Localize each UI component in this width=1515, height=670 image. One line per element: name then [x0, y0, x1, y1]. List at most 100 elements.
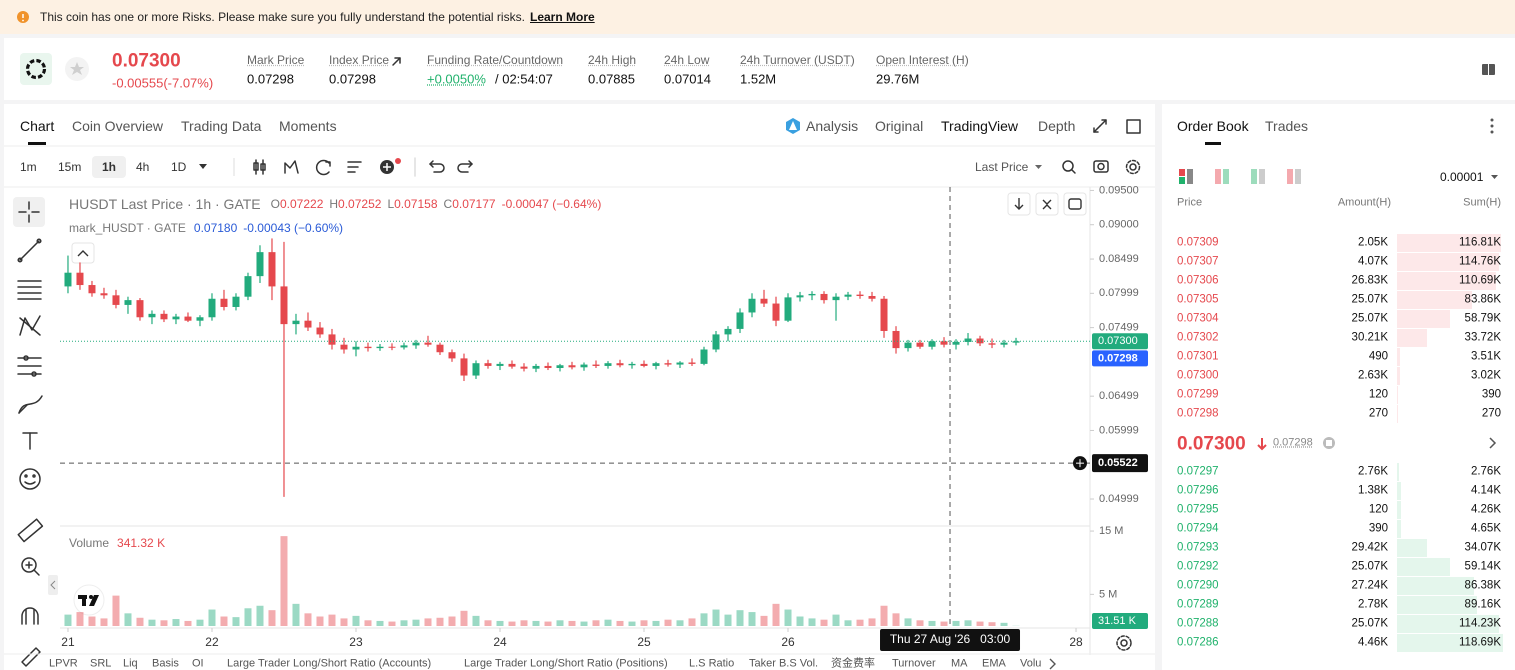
book-price[interactable]: 0.07299 — [1177, 388, 1219, 401]
y-tick-label: 0.07499 — [1099, 322, 1139, 334]
book-expand[interactable] — [1489, 437, 1497, 449]
stat-label[interactable]: 24h Turnover (USDT) — [740, 53, 855, 67]
candle-body — [688, 362, 696, 364]
book-price[interactable]: 0.07302 — [1177, 331, 1219, 344]
learn-more-link[interactable]: Learn More — [530, 10, 595, 24]
indicator-tab[interactable]: OI — [192, 657, 204, 670]
volume-bar — [640, 620, 648, 626]
interval[interactable]: 4h — [136, 160, 150, 174]
stat-label[interactable]: Open Interest (H) — [876, 53, 969, 67]
collapse-toolbar[interactable] — [48, 575, 58, 595]
book-price[interactable]: 0.07307 — [1177, 255, 1219, 268]
candle-body — [148, 313, 156, 318]
indicator-tab[interactable]: EMA — [982, 657, 1006, 670]
book-price[interactable]: 0.07309 — [1177, 236, 1219, 249]
stat-label[interactable]: Funding Rate/Countdown — [427, 53, 564, 67]
indicator-tab[interactable]: Volu — [1020, 657, 1042, 670]
mark-info-icon[interactable] — [1323, 437, 1335, 449]
book-sum: 114.76K — [1459, 255, 1501, 268]
book-sum: 118.69K — [1459, 636, 1501, 649]
chart-tab[interactable]: Coin Overview — [72, 118, 164, 134]
chart-tab[interactable]: Trading Data — [181, 118, 262, 134]
interval[interactable]: 1h — [102, 160, 117, 174]
book-price[interactable]: 0.07293 — [1177, 541, 1219, 554]
volume-bar — [808, 618, 816, 626]
book-price[interactable]: 0.07297 — [1177, 465, 1219, 478]
book-tab[interactable]: Order Book — [1177, 118, 1249, 134]
toolbar-icons[interactable] — [253, 157, 1141, 177]
view-tab[interactable]: Original — [875, 118, 924, 134]
candle-body — [496, 363, 504, 366]
indicator-tab[interactable]: Large Trader Long/Short Ratio (Positions… — [464, 657, 668, 670]
precision[interactable]: 0.00001 — [1440, 170, 1484, 184]
depth-bar — [1397, 234, 1502, 252]
view-tab[interactable]: Depth — [1038, 118, 1076, 134]
chart-tab[interactable]: Chart — [20, 118, 55, 134]
window-button[interactable] — [1126, 119, 1141, 134]
time-axis-settings[interactable] — [1116, 635, 1132, 651]
stat-label[interactable]: Index Price — [329, 53, 390, 67]
book-sum: 59.14K — [1464, 560, 1501, 573]
y-tick-label: 0.06499 — [1099, 390, 1139, 402]
interval[interactable]: 15m — [58, 160, 82, 174]
interval-caret[interactable] — [199, 164, 207, 169]
indicator-tab[interactable]: LPVR — [49, 657, 78, 670]
expand-button[interactable] — [1093, 119, 1107, 133]
indicator-tab[interactable]: 资金费率 — [831, 657, 875, 670]
price-source-caret[interactable] — [1035, 165, 1042, 169]
candle-body — [400, 345, 408, 348]
book-price[interactable]: 0.07305 — [1177, 293, 1219, 306]
book-price[interactable]: 0.07301 — [1177, 350, 1219, 363]
book-sum: 270 — [1481, 407, 1501, 420]
book-price[interactable]: 0.07290 — [1177, 579, 1219, 592]
price-source[interactable]: Last Price — [975, 160, 1029, 174]
menu-button[interactable] — [1490, 118, 1494, 134]
indicator-tab[interactable]: MA — [951, 657, 968, 670]
book-price[interactable]: 0.07289 — [1177, 598, 1219, 611]
add-indicator-button[interactable] — [380, 158, 401, 174]
book-view-buttons[interactable] — [1179, 169, 1301, 184]
indicator-tab[interactable]: Basis — [152, 657, 179, 670]
candle-body — [952, 341, 960, 345]
indicator-tab[interactable]: Large Trader Long/Short Ratio (Accounts) — [227, 657, 432, 670]
candle-body — [664, 363, 672, 365]
interval[interactable]: 1m — [20, 160, 37, 174]
indicator-tab[interactable]: Liq — [123, 657, 138, 670]
book-price[interactable]: 0.07298 — [1177, 407, 1219, 420]
stat-label[interactable]: 24h Low — [664, 53, 710, 67]
book-tab[interactable]: Trades — [1265, 118, 1309, 134]
precision-caret[interactable] — [1491, 175, 1498, 179]
book-price[interactable]: 0.07295 — [1177, 503, 1219, 516]
x-tick-label: 26 — [781, 635, 795, 649]
view-tab[interactable]: TradingView — [941, 118, 1019, 134]
book-price[interactable]: 0.07292 — [1177, 560, 1219, 573]
indicator-tab[interactable]: SRL — [90, 657, 112, 670]
indicator-tab[interactable]: L.S Ratio — [689, 657, 735, 670]
book-price[interactable]: 0.07288 — [1177, 617, 1219, 630]
book-icon[interactable] — [1482, 64, 1495, 75]
book-price[interactable]: 0.07306 — [1177, 274, 1219, 287]
indicator-tab[interactable]: Turnover — [892, 657, 936, 670]
stat-label[interactable]: 24h High — [588, 53, 637, 67]
indicator-tab[interactable]: Taker B.S Vol. — [749, 657, 819, 670]
interval[interactable]: 1D — [171, 160, 187, 174]
book-amount: 25.07K — [1351, 617, 1388, 630]
y-tick-label: 0.05999 — [1099, 424, 1139, 436]
book-price[interactable]: 0.07304 — [1177, 312, 1219, 325]
drawing-tools[interactable] — [13, 197, 45, 667]
book-price[interactable]: 0.07300 — [1177, 369, 1219, 382]
chart-tab[interactable]: Moments — [279, 118, 337, 134]
stat-label[interactable]: Mark Price — [247, 53, 305, 67]
view-tab[interactable]: Analysis — [806, 118, 859, 134]
book-price[interactable]: 0.07296 — [1177, 484, 1219, 497]
book-price[interactable]: 0.07294 — [1177, 522, 1219, 535]
candle-body — [184, 316, 192, 321]
price-legend: HUSDT Last Price · 1h · GATE O 0.07222 H 0.0… — [69, 197, 601, 211]
mark-legend: mark_HUSDT · GATE 0.07180 -0.00043 (−0.60%… — [69, 222, 343, 234]
more-indicators[interactable] — [1049, 658, 1056, 670]
candle-body — [484, 363, 492, 366]
favorite-button[interactable] — [65, 57, 89, 81]
book-price[interactable]: 0.07286 — [1177, 636, 1219, 649]
chart-controls[interactable] — [71, 192, 1087, 264]
